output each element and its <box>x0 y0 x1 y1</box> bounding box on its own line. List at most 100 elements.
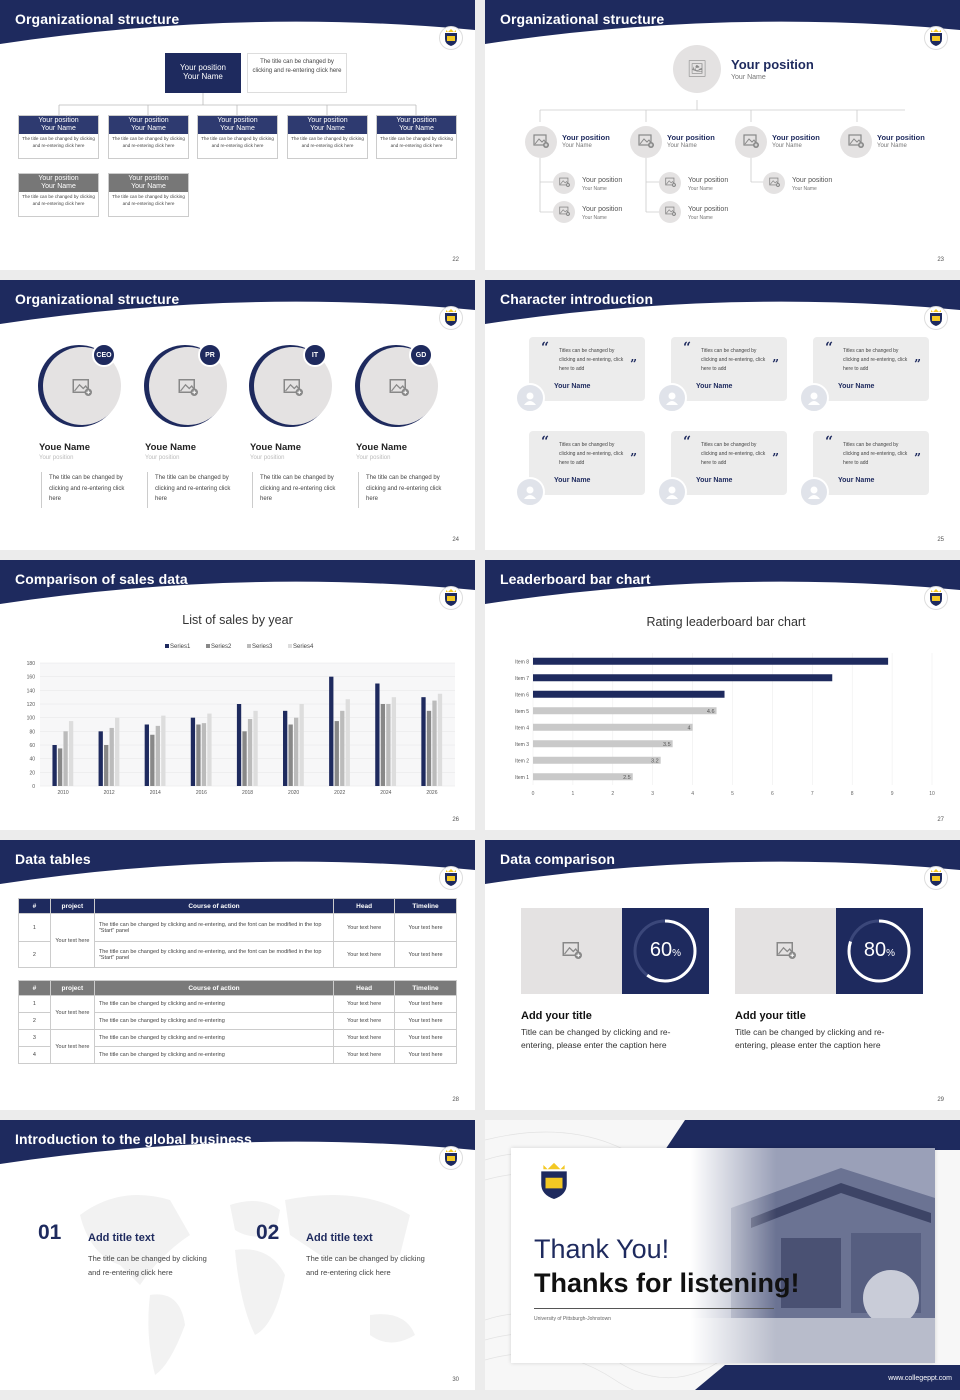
top-position-box[interactable]: Your position Your Name <box>165 53 241 93</box>
quote-card[interactable]: “ ” Titles can be changed by clicking and … <box>813 431 929 495</box>
photo-placeholder[interactable] <box>735 126 767 158</box>
position-title: Your position <box>877 133 925 142</box>
slide-22[interactable]: Organizational structure Your position Y… <box>0 0 475 270</box>
bar <box>533 756 661 764</box>
slide-title: Data tables <box>15 851 91 867</box>
col-header: project <box>49 980 95 996</box>
position-name: Your Name <box>220 125 255 132</box>
close-quote-icon: ” <box>772 451 779 465</box>
legend-swatch <box>165 644 169 648</box>
bar <box>236 704 242 786</box>
project-cell: Your text here <box>49 913 95 968</box>
slide-23[interactable]: Organizational structure 🖼 Your position… <box>485 0 960 270</box>
quote-text: Titles can be changed by clicking and re… <box>701 348 766 372</box>
position-box[interactable]: Your position Your Name The title can be c… <box>287 115 368 159</box>
data-label: 3.5 <box>663 742 671 748</box>
university-logo <box>439 866 463 890</box>
bar <box>63 731 68 786</box>
photo-placeholder[interactable] <box>659 172 681 194</box>
photo-placeholder[interactable] <box>659 201 681 223</box>
position-box[interactable]: Your position Your Name The title can be c… <box>108 115 189 159</box>
quote-card[interactable]: “ ” Titles can be changed by clicking and … <box>813 337 929 401</box>
avatar <box>799 477 829 507</box>
slide-30[interactable]: Introduction to the global business 01 Ad… <box>0 1120 475 1390</box>
image-placeholder[interactable] <box>735 908 836 994</box>
bar <box>144 724 149 786</box>
slide-header <box>0 1120 475 1172</box>
slide-26[interactable]: Comparison of sales data List of sales b… <box>0 560 475 830</box>
col-header: Timeline <box>394 980 457 996</box>
x-tick-label: 2012 <box>104 790 115 796</box>
photo-placeholder[interactable] <box>763 172 785 194</box>
slide-header <box>0 840 475 892</box>
quote-card[interactable]: “ ” Titles can be changed by clicking and … <box>529 337 645 401</box>
slide-27[interactable]: Leaderboard bar chart Rating leaderboard… <box>485 560 960 830</box>
position-name: Your Name <box>562 143 592 149</box>
photo-placeholder[interactable] <box>840 126 872 158</box>
x-tick-label: 5 <box>731 791 734 797</box>
bar <box>329 676 334 786</box>
legend-swatch <box>247 644 251 648</box>
photo-placeholder[interactable] <box>525 126 557 158</box>
position-box[interactable]: Your position Your Name The title can be c… <box>18 173 99 217</box>
position-name: Your Name <box>131 125 166 132</box>
slide-28[interactable]: Data tables # project Course of action H… <box>0 840 475 1110</box>
person-card[interactable]: GD <box>354 342 444 432</box>
person-card[interactable]: PR <box>143 342 233 432</box>
slide-31[interactable]: Thank You! Thanks for listening! Univers… <box>485 1120 960 1390</box>
role-badge-label: GD <box>415 351 427 359</box>
bar <box>386 704 391 786</box>
quote-card[interactable]: “ ” Titles can be changed by clicking and … <box>671 431 787 495</box>
head-cell: Your text here <box>333 941 396 968</box>
percent-value: 60% <box>622 939 709 962</box>
position-box[interactable]: Your position Your Name The title can be c… <box>197 115 278 159</box>
data-label: 3.2 <box>651 758 659 764</box>
course-cell: The title can be changed by clicking and… <box>93 913 335 942</box>
person-card[interactable]: IT <box>248 342 338 432</box>
person-card[interactable]: CEO <box>37 342 127 432</box>
quote-author: Your Name <box>554 477 591 484</box>
bar <box>253 710 258 786</box>
card-title: Add your title <box>735 1010 806 1022</box>
image-icon <box>664 174 676 192</box>
university-logo <box>439 26 463 50</box>
university-logo <box>439 306 463 330</box>
x-tick-label: 2016 <box>196 790 207 796</box>
role-badge: CEO <box>92 343 116 367</box>
position-name: Your Name <box>131 183 166 190</box>
quote-card[interactable]: “ ” Titles can be changed by clicking and … <box>671 337 787 401</box>
image-placeholder[interactable] <box>521 908 622 994</box>
image-icon <box>558 203 570 221</box>
image-icon <box>743 132 759 153</box>
x-tick-label: 2022 <box>334 790 345 796</box>
position-box[interactable]: Your position Your Name The title can be c… <box>376 115 457 159</box>
y-tick-label: 120 <box>27 702 36 708</box>
position-header: Your position Your Name <box>109 174 188 192</box>
person-position: Your position <box>356 455 391 461</box>
bar <box>288 724 293 786</box>
bar <box>283 710 288 786</box>
position-box[interactable]: Your position Your Name The title can be c… <box>108 173 189 217</box>
slide-29[interactable]: Data comparison 60% Add your title Title c… <box>485 840 960 1110</box>
position-header: Your position Your Name <box>109 116 188 134</box>
slide-25[interactable]: Character introduction “ ” Titles can be c… <box>485 280 960 550</box>
bar <box>294 717 299 786</box>
photo-placeholder[interactable] <box>553 172 575 194</box>
website-link[interactable]: www.collegeppt.com <box>888 1375 952 1382</box>
quote-card[interactable]: “ ” Titles can be changed by clicking and … <box>529 431 645 495</box>
photo-placeholder[interactable] <box>630 126 662 158</box>
position-title: Your position <box>562 133 610 142</box>
course-cell: The title can be changed by clicking and… <box>93 1029 335 1047</box>
course-cell: The title can be changed by clicking and… <box>93 1046 335 1064</box>
leaderboard-bar-chart: 0 1 2 3 4 5 6 7 8 9 10 Item 1 2.5 Item 2 3.2 Item 3 3.5 I… <box>515 653 935 797</box>
slide-header <box>485 560 960 612</box>
position-title: Your position <box>180 63 226 72</box>
image-icon <box>72 376 92 401</box>
slide-24[interactable]: Organizational structure CEO Youe Name You… <box>0 280 475 550</box>
position-title: Your position <box>731 57 814 72</box>
position-desc: The title can be changed by clicking and… <box>201 136 274 148</box>
role-badge: GD <box>409 343 433 367</box>
top-photo-placeholder[interactable]: 🖼 <box>673 45 721 93</box>
photo-placeholder[interactable] <box>553 201 575 223</box>
position-box[interactable]: Your position Your Name The title can be c… <box>18 115 99 159</box>
